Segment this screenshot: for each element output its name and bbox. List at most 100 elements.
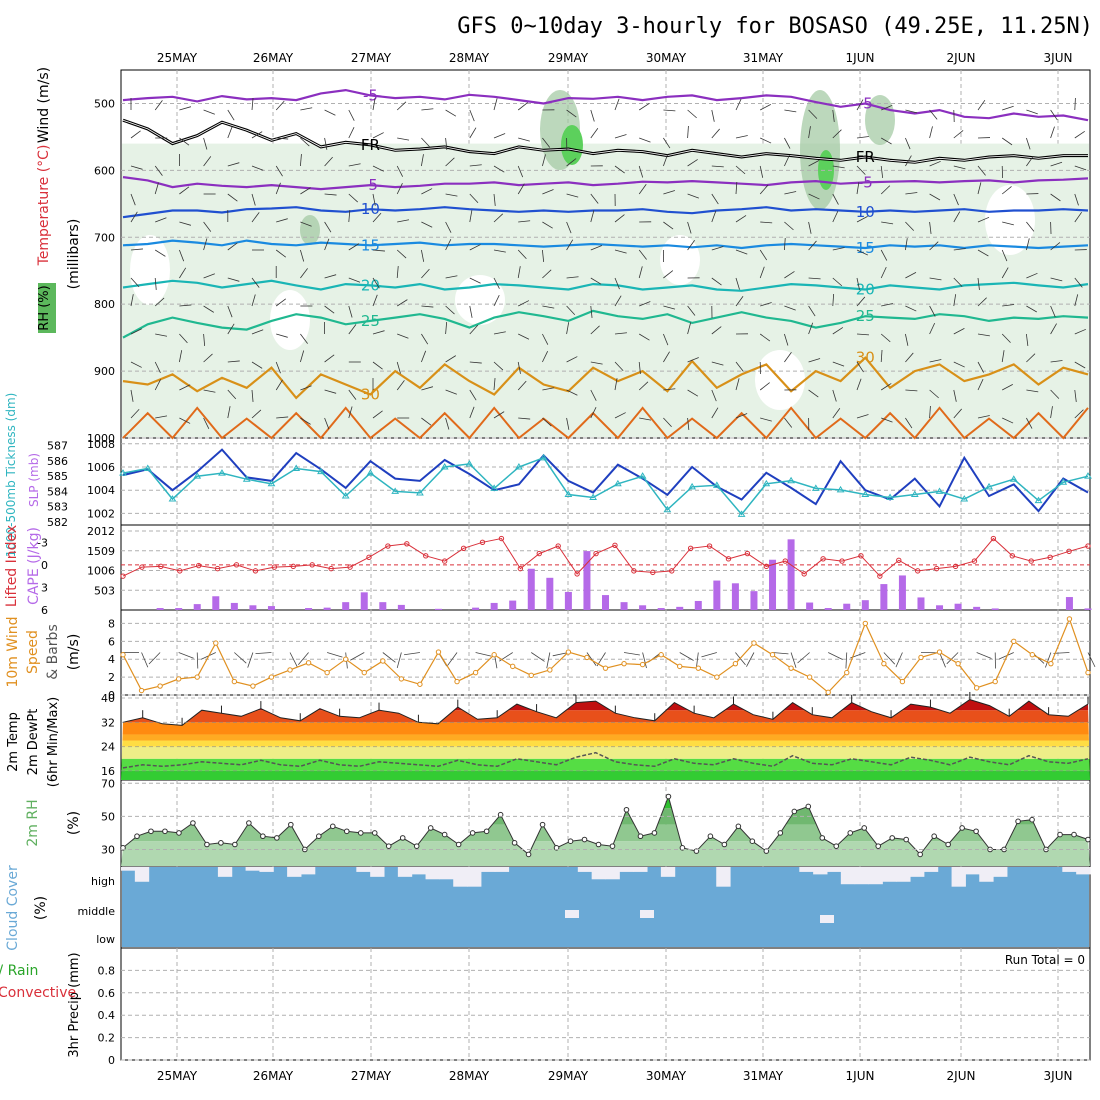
wind-barb xyxy=(687,240,695,251)
wind-barb xyxy=(348,109,355,121)
rh-marker xyxy=(357,830,364,836)
wind-barb xyxy=(1026,221,1035,232)
date-tick-label-bottom: 1JUN xyxy=(846,1069,875,1083)
wind-barb xyxy=(929,359,942,363)
wind-barb xyxy=(251,361,263,369)
wind-barb xyxy=(929,193,941,201)
wind-barb xyxy=(614,165,625,174)
chart-title: GFS 0~10day 3-hourly for BOSASO (49.25E,… xyxy=(457,14,1093,39)
cloud-level-label: low xyxy=(96,933,115,946)
contour-label: FR xyxy=(361,136,380,154)
wind-barb xyxy=(421,268,430,279)
slp-axis-label: SLP (mb) xyxy=(27,453,41,507)
wind-barb xyxy=(227,109,235,121)
li-marker xyxy=(158,563,164,570)
wind10-barb xyxy=(350,652,365,661)
panel-side-labels: Wind (m/s) Temperature (°C) RH (%) (milliba… xyxy=(0,67,82,1058)
wind-barb xyxy=(929,389,939,399)
thickness-marker xyxy=(886,493,894,501)
wind10-marker xyxy=(1085,669,1091,676)
cloud-high-gap xyxy=(356,867,371,872)
thickness-marker xyxy=(762,479,771,487)
wind10-barb xyxy=(939,652,946,668)
cape-bar xyxy=(156,608,164,610)
wind-barb xyxy=(759,382,770,391)
rh-marker xyxy=(1029,816,1035,823)
wind-barb xyxy=(735,378,740,391)
rh-marker xyxy=(441,831,448,838)
wind-barb xyxy=(929,126,933,139)
wind10-barb xyxy=(797,652,810,664)
rh-marker xyxy=(176,830,182,836)
cloud-high-gap xyxy=(840,867,856,885)
wind-barb xyxy=(518,333,530,340)
rh-marker xyxy=(315,833,322,840)
contour-line-15 xyxy=(122,239,1089,250)
wind-barb xyxy=(300,268,308,279)
thickness-marker xyxy=(1059,478,1068,485)
li-marker xyxy=(479,539,486,545)
rh-marker xyxy=(665,793,672,800)
wind-barb xyxy=(953,130,964,139)
wind-barb xyxy=(300,333,308,344)
li-marker xyxy=(517,565,524,572)
cape-bar xyxy=(954,603,962,610)
rh-marker xyxy=(581,836,588,843)
rh-marker xyxy=(469,830,476,836)
wind-barb xyxy=(880,266,887,279)
wind-barb xyxy=(251,409,262,419)
wind-barb xyxy=(711,210,717,223)
wind10-marker xyxy=(621,660,627,667)
wind-barb xyxy=(735,361,744,372)
wind-barb xyxy=(130,361,142,368)
wind-barb xyxy=(517,249,527,260)
li-tick-label: 6 xyxy=(41,604,48,617)
contour-line--5 xyxy=(122,176,1089,191)
date-tick-label-bottom: 27MAY xyxy=(351,1069,392,1083)
wind-barb xyxy=(179,221,192,226)
contour-line-10 xyxy=(122,206,1089,219)
wind-barb xyxy=(203,137,208,150)
wind-barb xyxy=(735,215,747,223)
wind-barb xyxy=(1074,193,1079,206)
wind-barb xyxy=(977,361,984,373)
cape-bar xyxy=(305,608,313,610)
wind-barb xyxy=(638,266,643,279)
wind-barb xyxy=(348,127,355,139)
cloud-high-gap xyxy=(591,867,606,880)
wind-barb xyxy=(1001,350,1005,363)
wind-barb xyxy=(1050,360,1063,363)
wind-barb xyxy=(227,323,235,335)
cape-bar xyxy=(397,604,405,610)
rh-marker xyxy=(945,841,951,848)
wind-barb xyxy=(275,361,281,374)
wind-barb xyxy=(154,249,166,257)
li-marker xyxy=(612,542,618,548)
rh-marker xyxy=(973,828,979,835)
wind-barb xyxy=(929,322,936,335)
rh-contour-patch xyxy=(300,215,320,245)
rh-marker xyxy=(651,830,658,836)
wind-barb xyxy=(808,126,811,139)
wind-barb xyxy=(905,155,912,167)
wind10-barb xyxy=(679,652,694,661)
wind-barb xyxy=(154,277,157,290)
wind-barb xyxy=(179,417,191,424)
wind-barb xyxy=(1026,272,1038,279)
wind-barb xyxy=(203,109,215,115)
wind-barb xyxy=(421,137,430,148)
li-marker xyxy=(328,565,334,572)
wind-barb xyxy=(227,406,231,419)
cape-bar xyxy=(249,605,257,610)
wind-barb xyxy=(517,266,521,279)
wind-barb xyxy=(808,389,819,398)
wind-barb xyxy=(977,297,987,307)
cloud-high-gap xyxy=(896,867,911,882)
wind-barb xyxy=(203,273,215,279)
li-tick-label: -3 xyxy=(37,536,48,549)
wind-barb xyxy=(663,333,669,346)
contour-label: 25 xyxy=(361,312,380,330)
wind10-marker xyxy=(677,663,683,670)
wind-barb xyxy=(155,415,168,419)
temp-tick-label: 16 xyxy=(101,765,115,778)
